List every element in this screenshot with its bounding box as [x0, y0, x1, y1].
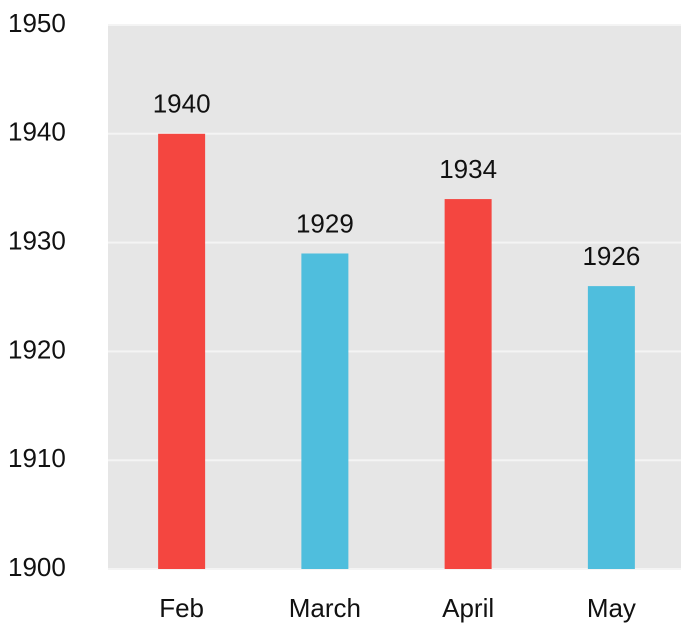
- y-tick-label: 1920: [8, 334, 66, 364]
- bar: [444, 199, 492, 569]
- x-tick-label: May: [587, 593, 636, 623]
- y-tick-label: 1950: [8, 8, 66, 38]
- bar: [301, 253, 349, 570]
- data-label: 1926: [582, 241, 640, 271]
- y-tick-label: 1930: [8, 225, 66, 255]
- data-label: 1934: [439, 154, 497, 184]
- bar: [587, 286, 635, 569]
- data-label: 1940: [153, 89, 211, 119]
- y-tick-label: 1900: [8, 552, 66, 582]
- data-label: 1929: [296, 208, 354, 238]
- x-tick-label: April: [442, 593, 494, 623]
- x-tick-label: Feb: [159, 593, 204, 623]
- x-tick-label: March: [289, 593, 361, 623]
- y-tick-label: 1940: [8, 117, 66, 147]
- bar: [158, 133, 206, 570]
- y-tick-label: 1910: [8, 443, 66, 473]
